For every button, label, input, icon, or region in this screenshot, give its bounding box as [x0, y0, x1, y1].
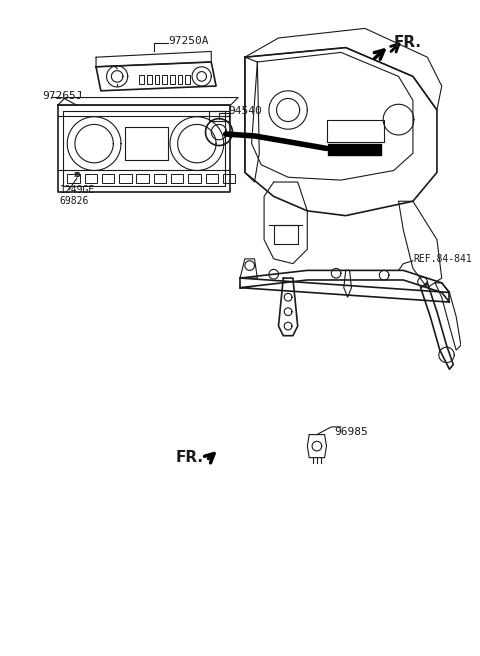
Bar — [147, 75, 152, 84]
Bar — [139, 75, 144, 84]
Text: REF.84-841: REF.84-841 — [413, 254, 472, 264]
Bar — [178, 75, 182, 84]
Bar — [205, 174, 218, 183]
Text: 69826: 69826 — [60, 196, 89, 206]
Bar — [119, 174, 132, 183]
Bar — [170, 75, 175, 84]
Bar — [102, 174, 114, 183]
Bar — [154, 174, 166, 183]
Text: 1249GE: 1249GE — [60, 185, 95, 195]
Bar — [162, 75, 167, 84]
Bar — [136, 174, 149, 183]
Bar — [223, 174, 235, 183]
Bar — [328, 144, 381, 155]
Bar — [155, 75, 159, 84]
Text: 94540: 94540 — [228, 106, 262, 116]
Bar — [171, 174, 183, 183]
Bar — [84, 174, 97, 183]
Bar — [188, 174, 201, 183]
Text: 96985: 96985 — [334, 426, 368, 437]
Text: FR.: FR. — [176, 450, 204, 465]
Bar — [185, 75, 190, 84]
Text: FR.: FR. — [394, 35, 422, 51]
Text: 97265J: 97265J — [42, 91, 83, 100]
Bar — [67, 174, 80, 183]
Bar — [209, 111, 228, 121]
Text: 97250A: 97250A — [168, 36, 208, 46]
